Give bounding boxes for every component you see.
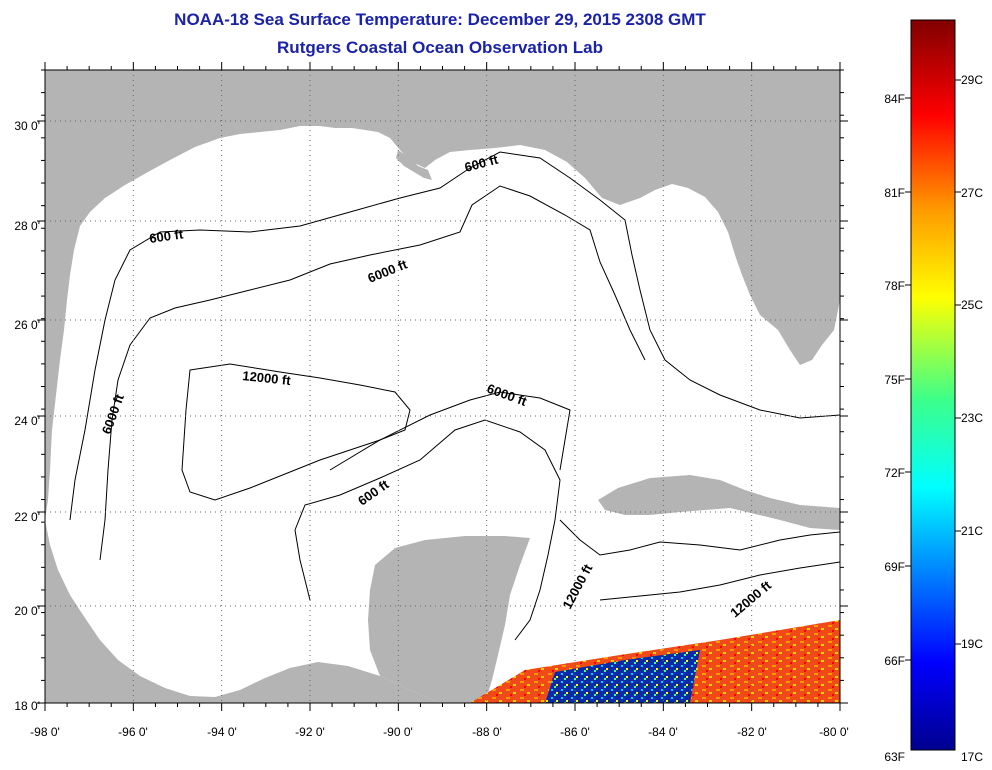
lat-label: 20 0'	[14, 604, 40, 618]
lon-label: -94 0'	[207, 725, 237, 739]
contour-6000ft-mid	[329, 391, 571, 471]
temperature-colorbar	[910, 19, 956, 751]
contour-label: 600 ft	[148, 226, 184, 246]
celsius-label: 21C	[961, 524, 983, 538]
lon-label: -80 0'	[819, 725, 849, 739]
fahrenheit-label: 81F	[884, 186, 905, 200]
colorbar-ticks	[905, 79, 961, 661]
mississippi-delta	[396, 150, 432, 180]
fahrenheit-label: 84F	[884, 92, 905, 106]
lat-label: 26 0'	[14, 318, 40, 332]
celsius-label: 19C	[961, 637, 983, 651]
lon-label: -88 0'	[472, 725, 502, 739]
lat-label: 18 0'	[14, 699, 40, 713]
contour-12000ft-caribbean	[599, 561, 840, 601]
colorbar-celsius-labels: 29C 27C 25C 23C 21C 19C 17C	[961, 73, 983, 764]
contour-6000ft-outer	[99, 185, 646, 561]
fahrenheit-label: 69F	[884, 560, 905, 574]
lon-label: -96 0'	[118, 725, 148, 739]
lat-label: 22 0'	[14, 510, 40, 524]
lon-label: -98 0'	[30, 725, 60, 739]
colorbar-fahrenheit-labels: 84F 81F 78F 75F 72F 69F 66F 63F	[884, 92, 905, 764]
cuba-land	[598, 475, 840, 530]
map-subtitle: Rutgers Coastal Ocean Observation Lab	[277, 38, 603, 57]
bathymetry-contours	[69, 151, 840, 641]
graticule	[45, 70, 840, 703]
us-land	[45, 70, 840, 520]
axis-ticks	[37, 62, 848, 711]
fahrenheit-label: 78F	[884, 279, 905, 293]
contour-12000ft-east	[559, 519, 840, 556]
fahrenheit-label: 72F	[884, 466, 905, 480]
fahrenheit-label: 75F	[884, 373, 905, 387]
celsius-label: 25C	[961, 298, 983, 312]
fahrenheit-label: 66F	[884, 654, 905, 668]
sst-cool-region	[545, 650, 700, 703]
lat-label: 24 0'	[14, 414, 40, 428]
longitude-labels: -98 0' -96 0' -94 0' -92 0' -90 0' -88 0…	[30, 725, 849, 739]
lon-label: -86 0'	[560, 725, 590, 739]
contour-600ft-inner	[294, 419, 561, 641]
celsius-label: 29C	[961, 73, 983, 87]
fahrenheit-label: 63F	[884, 750, 905, 764]
yucatan-land	[368, 536, 530, 703]
latitude-labels: 30 0' 28 0' 26 0' 24 0' 22 0' 20 0' 18 0…	[14, 119, 40, 713]
lon-label: -90 0'	[383, 725, 413, 739]
lon-label: -84 0'	[648, 725, 678, 739]
lon-label: -92 0'	[295, 725, 325, 739]
mexico-land	[45, 520, 440, 703]
map-title: NOAA-18 Sea Surface Temperature: Decembe…	[174, 10, 706, 29]
contour-label: 12000 ft	[242, 368, 292, 388]
lat-label: 28 0'	[14, 219, 40, 233]
celsius-label: 17C	[961, 750, 983, 764]
celsius-label: 27C	[961, 186, 983, 200]
celsius-label: 23C	[961, 411, 983, 425]
lat-label: 30 0'	[14, 119, 40, 133]
contour-12000ft	[181, 363, 411, 501]
lon-label: -82 0'	[737, 725, 767, 739]
contour-600ft-north	[69, 151, 840, 521]
